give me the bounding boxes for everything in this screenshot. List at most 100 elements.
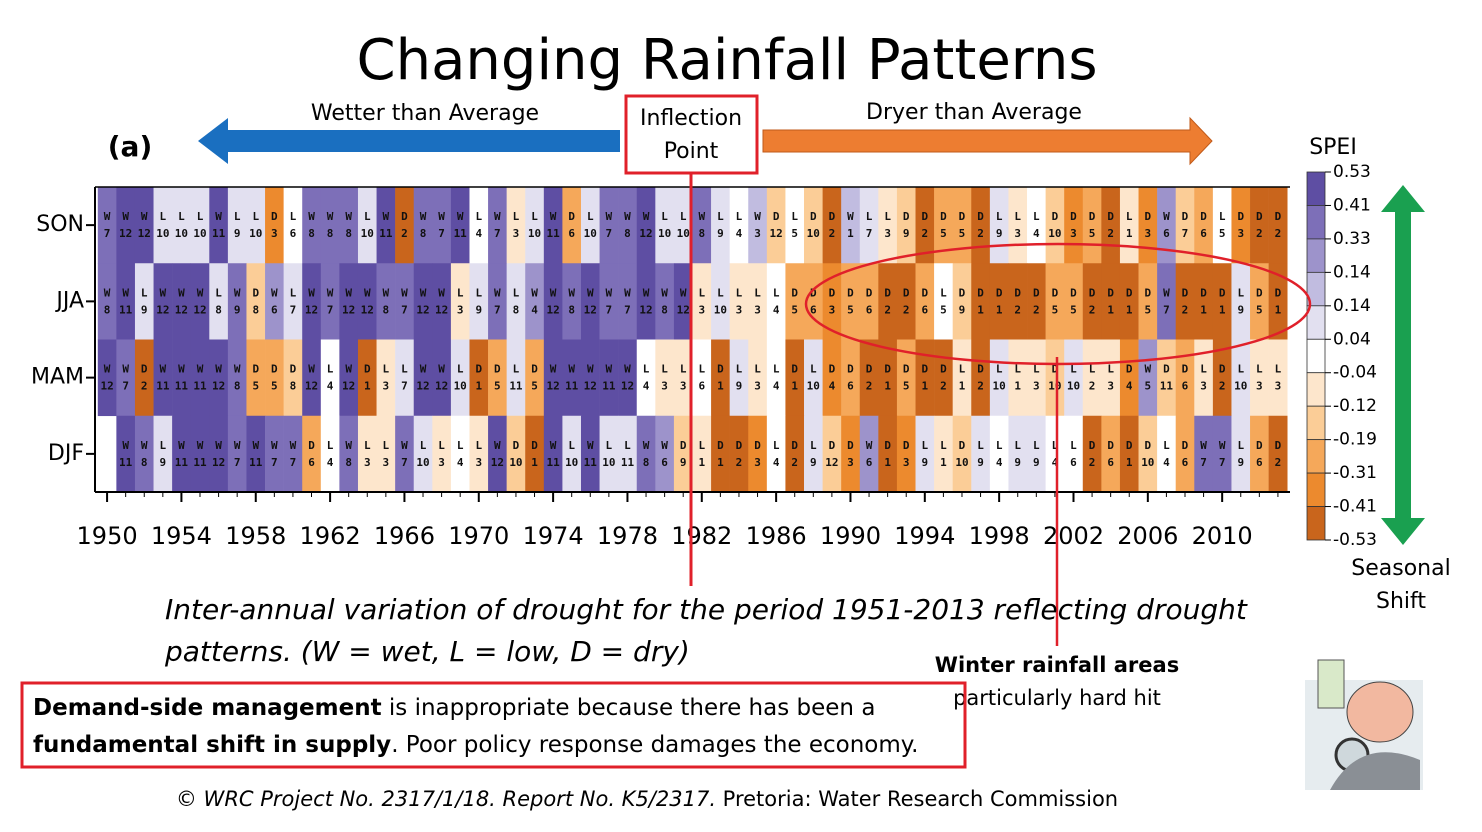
- cell-letter: L: [773, 286, 780, 299]
- cell-letter: W: [661, 286, 668, 299]
- cell-value: 7: [104, 227, 111, 240]
- legend-swatch: [1306, 372, 1326, 407]
- cell-value: 1: [1219, 303, 1226, 316]
- cell-letter: L: [940, 439, 947, 452]
- cell-letter: W: [215, 439, 222, 452]
- cell-letter: D: [884, 286, 891, 299]
- cell-value: 1: [847, 227, 854, 240]
- cell-value: 5: [531, 380, 538, 393]
- cell: [989, 263, 1009, 340]
- cell: [1250, 339, 1269, 417]
- x-tick-label: 1990: [820, 522, 881, 550]
- cell-value: 1: [977, 303, 984, 316]
- cell: [673, 263, 693, 340]
- cell: [841, 187, 861, 264]
- cell-letter: D: [1107, 286, 1114, 299]
- cell: [1008, 339, 1028, 417]
- cell-letter: L: [996, 363, 1003, 376]
- cell-value: 3: [364, 456, 371, 469]
- cell: [1250, 263, 1269, 340]
- cell: [376, 339, 396, 417]
- cell: [915, 339, 935, 417]
- cell-value: 9: [160, 456, 167, 469]
- cell-value: 12: [416, 303, 429, 316]
- cell-value: 1: [1107, 303, 1114, 316]
- cell-letter: D: [1237, 210, 1244, 223]
- cell-value: 12: [342, 303, 355, 316]
- cell: [432, 339, 452, 417]
- cell-letter: W: [345, 210, 352, 223]
- legend-swatch: [1306, 338, 1326, 374]
- cell-letter: L: [1256, 363, 1263, 376]
- seasonal-label: Seasonal: [1351, 556, 1450, 581]
- cell: [1212, 263, 1232, 340]
- cell: [1082, 263, 1102, 340]
- cell: [302, 415, 322, 493]
- cell: [804, 339, 823, 417]
- legend-swatch: [1306, 205, 1326, 240]
- cell-value: 4: [1052, 456, 1059, 469]
- cell-letter: L: [457, 286, 464, 299]
- cell: [357, 187, 377, 264]
- cell-letter: W: [531, 286, 538, 299]
- cell: [413, 263, 433, 340]
- cell: [265, 339, 284, 417]
- cell-value: 5: [1089, 227, 1096, 240]
- cell-value: 9: [921, 456, 928, 469]
- cell-value: 3: [1070, 227, 1077, 240]
- cell: [116, 415, 136, 493]
- cell: [1064, 187, 1084, 264]
- cell-letter: L: [736, 286, 743, 299]
- cell: [655, 187, 675, 264]
- cell-value: 3: [438, 456, 445, 469]
- cell-value: 5: [847, 303, 854, 316]
- cell-letter: W: [308, 210, 315, 223]
- cell: [506, 339, 526, 417]
- cell-value: 8: [513, 303, 520, 316]
- x-tick-label: 1986: [746, 522, 807, 550]
- x-tick-label: 1950: [77, 522, 138, 550]
- cell-letter: L: [1014, 210, 1021, 223]
- cell: [618, 339, 638, 417]
- cell: [989, 415, 1009, 493]
- cell: [320, 415, 340, 493]
- message-bold: fundamental shift in supply: [33, 732, 391, 758]
- legend: 0.53 0.41 0.33 0.14 0.14 0.04 -0.04 -0.12 -0.19 -…: [1306, 162, 1377, 550]
- legend-swatch: [1306, 472, 1326, 507]
- cell-letter: W: [160, 363, 167, 376]
- cell-value: 10: [993, 380, 1006, 393]
- cell-letter: W: [420, 363, 427, 376]
- cell: [97, 339, 117, 417]
- cell-value: 8: [252, 303, 259, 316]
- cell-letter: W: [345, 363, 352, 376]
- message: fundamental shift in supply. Poor policy…: [33, 732, 918, 758]
- cell-letter: W: [438, 286, 445, 299]
- cell: [766, 339, 786, 417]
- cell-letter: L: [884, 210, 891, 223]
- cell: [785, 263, 805, 340]
- cell-value: 5: [1070, 303, 1077, 316]
- cell: [952, 415, 972, 493]
- cell-value: 6: [866, 303, 873, 316]
- cell: [1119, 415, 1139, 493]
- cell: [1138, 187, 1158, 264]
- cell-value: 3: [1256, 380, 1263, 393]
- cell: [432, 263, 452, 340]
- cell-letter: L: [160, 210, 167, 223]
- cell: [1212, 339, 1232, 417]
- cell-value: 2: [1014, 303, 1021, 316]
- cell-letter: W: [438, 210, 445, 223]
- cell-letter: D: [940, 363, 947, 376]
- cell-value: 3: [698, 303, 705, 316]
- cell-value: 7: [606, 227, 613, 240]
- cell-value: 12: [546, 303, 559, 316]
- cell-letter: D: [1182, 363, 1189, 376]
- cell: [1008, 187, 1028, 264]
- cell-value: 2: [1182, 303, 1189, 316]
- cell-value: 10: [1048, 380, 1061, 393]
- cell-value: 9: [977, 456, 984, 469]
- cell-letter: D: [921, 286, 928, 299]
- cell: [209, 339, 229, 417]
- cell-letter: D: [1256, 210, 1263, 223]
- cell-letter: D: [977, 210, 984, 223]
